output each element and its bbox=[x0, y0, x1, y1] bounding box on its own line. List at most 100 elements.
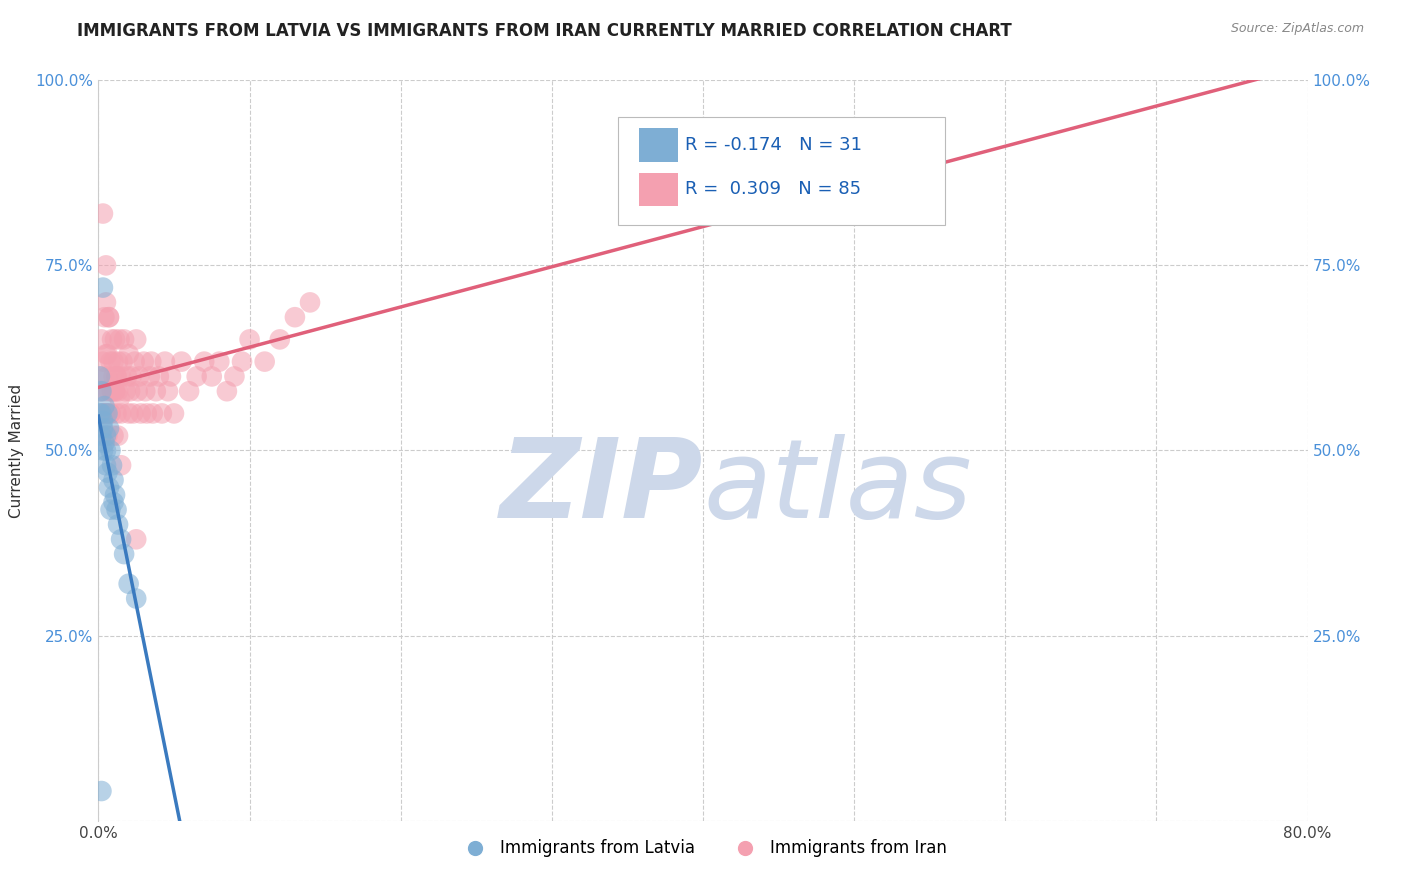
Point bbox=[93, 407, 115, 421]
Point bbox=[128, 369, 150, 384]
Point bbox=[125, 591, 148, 606]
Point bbox=[669, 177, 692, 191]
Point bbox=[110, 533, 132, 547]
Point bbox=[118, 407, 141, 421]
Point bbox=[90, 407, 112, 421]
Point bbox=[201, 369, 224, 384]
Point bbox=[91, 421, 114, 435]
Point bbox=[105, 502, 128, 516]
Point bbox=[89, 407, 111, 421]
Point bbox=[91, 206, 114, 220]
Point bbox=[231, 354, 253, 368]
Point bbox=[98, 480, 121, 494]
Point bbox=[98, 421, 121, 435]
Point bbox=[101, 458, 124, 473]
Point bbox=[107, 428, 129, 442]
Point bbox=[134, 384, 156, 399]
Point bbox=[125, 533, 148, 547]
Point bbox=[284, 310, 307, 325]
Point bbox=[122, 407, 145, 421]
Point bbox=[145, 384, 167, 399]
Point bbox=[269, 332, 291, 346]
Point bbox=[91, 414, 114, 428]
Point bbox=[160, 369, 183, 384]
Point bbox=[93, 436, 115, 450]
Point bbox=[129, 407, 152, 421]
Point bbox=[90, 428, 112, 442]
Point bbox=[98, 384, 121, 399]
Point bbox=[153, 354, 176, 368]
Point bbox=[224, 369, 246, 384]
Point bbox=[94, 428, 117, 442]
Point bbox=[94, 347, 117, 361]
Point bbox=[121, 369, 143, 384]
Point bbox=[125, 332, 148, 346]
Point bbox=[139, 369, 162, 384]
Point bbox=[193, 354, 215, 368]
Point bbox=[107, 517, 129, 532]
Point bbox=[107, 354, 129, 368]
Point bbox=[105, 369, 128, 384]
Point bbox=[179, 384, 201, 399]
Text: atlas: atlas bbox=[703, 434, 972, 541]
Point bbox=[105, 407, 128, 421]
Point bbox=[93, 384, 115, 399]
Point bbox=[103, 495, 125, 509]
Point bbox=[96, 466, 118, 480]
Point bbox=[112, 332, 135, 346]
Point bbox=[111, 354, 134, 368]
Text: Source: ZipAtlas.com: Source: ZipAtlas.com bbox=[1230, 22, 1364, 36]
Point bbox=[91, 443, 114, 458]
Point bbox=[94, 458, 117, 473]
Point bbox=[104, 488, 127, 502]
Point bbox=[114, 384, 136, 399]
Point bbox=[141, 354, 163, 368]
Point bbox=[118, 576, 141, 591]
Point bbox=[135, 407, 157, 421]
Point bbox=[104, 384, 127, 399]
Point bbox=[108, 392, 131, 406]
Text: IMMIGRANTS FROM LATVIA VS IMMIGRANTS FROM IRAN CURRENTLY MARRIED CORRELATION CHA: IMMIGRANTS FROM LATVIA VS IMMIGRANTS FRO… bbox=[77, 22, 1012, 40]
Point bbox=[101, 384, 124, 399]
Point bbox=[118, 347, 141, 361]
Point bbox=[100, 407, 122, 421]
Point bbox=[103, 473, 125, 487]
Point bbox=[148, 369, 170, 384]
Point bbox=[94, 407, 117, 421]
Point bbox=[104, 332, 127, 346]
Point bbox=[108, 332, 131, 346]
Point bbox=[100, 354, 122, 368]
Point bbox=[100, 443, 122, 458]
Point bbox=[215, 384, 238, 399]
Point bbox=[239, 332, 262, 346]
Point bbox=[127, 384, 149, 399]
Bar bbox=[638, 173, 678, 206]
Point bbox=[132, 354, 155, 368]
Point bbox=[94, 259, 117, 273]
Text: R =  0.309   N = 85: R = 0.309 N = 85 bbox=[685, 180, 860, 199]
Point bbox=[115, 369, 138, 384]
Point bbox=[112, 547, 135, 561]
Point bbox=[90, 369, 112, 384]
Point bbox=[91, 280, 114, 294]
Point bbox=[90, 384, 112, 399]
Point bbox=[93, 310, 115, 325]
Point bbox=[104, 384, 127, 399]
Y-axis label: Currently Married: Currently Married bbox=[10, 384, 24, 517]
Point bbox=[98, 310, 121, 325]
Point bbox=[98, 310, 121, 325]
Text: ZIP: ZIP bbox=[499, 434, 703, 541]
Point bbox=[90, 784, 112, 798]
Point bbox=[100, 407, 122, 421]
Point bbox=[101, 384, 124, 399]
Point bbox=[208, 354, 231, 368]
Point bbox=[253, 354, 276, 368]
Point bbox=[110, 369, 132, 384]
Point bbox=[96, 428, 118, 442]
Point bbox=[89, 384, 111, 399]
Point bbox=[94, 443, 117, 458]
Point bbox=[170, 354, 193, 368]
Point bbox=[93, 399, 115, 413]
Point bbox=[96, 407, 118, 421]
Point bbox=[103, 369, 125, 384]
